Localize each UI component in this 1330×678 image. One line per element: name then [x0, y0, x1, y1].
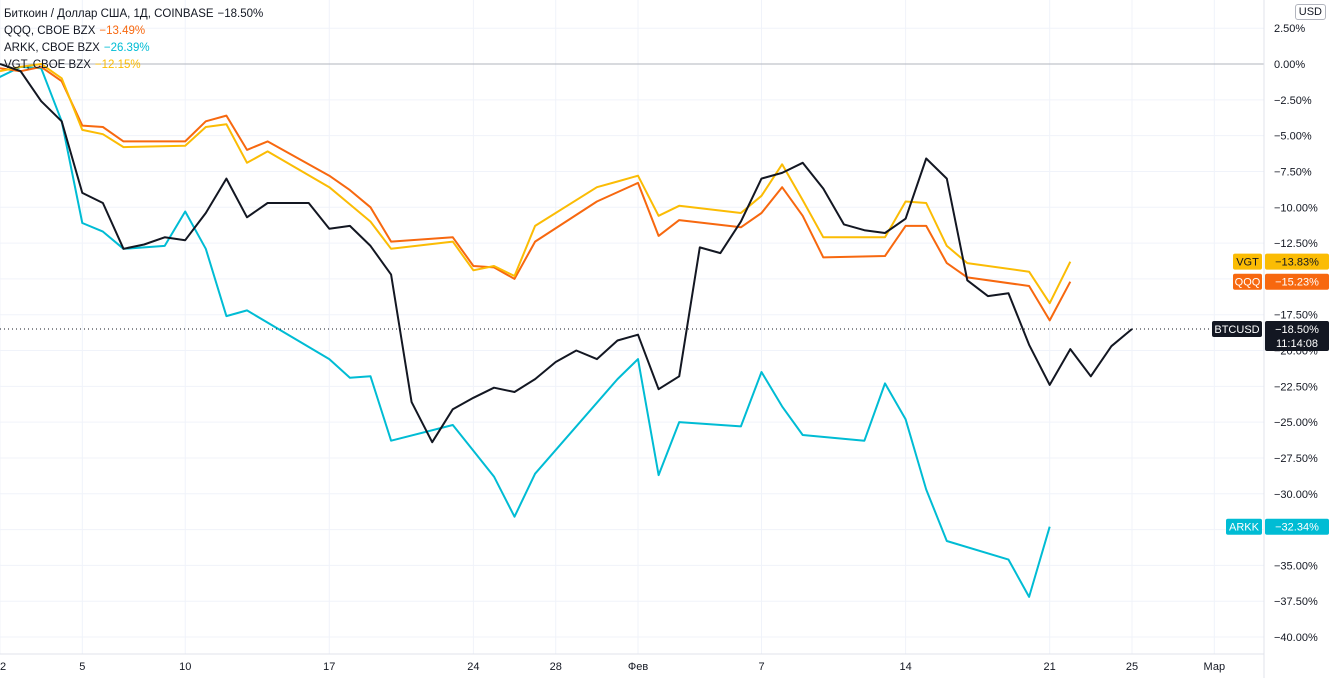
x-tick-label: 7: [758, 661, 764, 673]
series-line-qqq[interactable]: [0, 65, 1072, 322]
y-tick-label: −40.00%: [1274, 632, 1318, 644]
series-name-tag-text-vgt: VGT: [1236, 257, 1259, 269]
y-tick-label: −30.00%: [1274, 489, 1318, 501]
series-name-tag-btcusd[interactable]: [1212, 321, 1262, 338]
x-tick-label: 14: [899, 661, 911, 673]
legend-row-arkk[interactable]: ARKK, CBOE BZX −26.39%: [4, 40, 263, 57]
y-tick-label: −7.50%: [1274, 166, 1312, 178]
x-tick-label: Мар: [1204, 661, 1226, 673]
series-value-tag-arkk[interactable]: [1265, 518, 1329, 535]
x-tick-label: Фев: [628, 661, 648, 673]
y-tick-label: −35.00%: [1274, 560, 1318, 572]
x-tick-label: 22: [0, 661, 6, 673]
y-tick-label: −25.00%: [1274, 417, 1318, 429]
y-tick-label: 0.00%: [1274, 59, 1305, 71]
legend-symbol-qqq: QQQ, CBOE BZX: [4, 25, 96, 37]
series-value-tag-text-qqq: −15.23%: [1275, 277, 1319, 289]
legend-value-btc: −18.50%: [217, 8, 264, 20]
series-value-tag-btcusd[interactable]: [1265, 321, 1329, 352]
y-tick-label: −27.50%: [1274, 453, 1318, 465]
x-tick-label: 24: [467, 661, 479, 673]
x-tick-label: 28: [550, 661, 562, 673]
series-value-tag-qqq[interactable]: [1265, 273, 1329, 290]
y-tick-label: −12.50%: [1274, 238, 1318, 250]
series-name-tag-qqq[interactable]: [1233, 273, 1262, 290]
y-tick-label: 2.50%: [1274, 23, 1305, 35]
y-tick-label: −2.50%: [1274, 95, 1312, 107]
series-name-tag-vgt[interactable]: [1233, 253, 1262, 270]
legend-row-vgt[interactable]: VGT, CBOE BZX −12.15%: [4, 57, 263, 74]
series-name-tag-arkk[interactable]: [1226, 518, 1262, 535]
legend-value-qqq: −13.49%: [99, 25, 146, 37]
y-tick-label: −10.00%: [1274, 202, 1318, 214]
x-tick-label: 25: [1126, 661, 1138, 673]
series-countdown-text-btcusd: 11:14:08: [1276, 338, 1318, 350]
y-tick-label: −17.50%: [1274, 310, 1318, 322]
series-line-btcusd[interactable]: [0, 63, 1133, 444]
legend-row-btc[interactable]: Биткоин / Доллар США, 1Д, COINBASE −18.50…: [4, 6, 263, 23]
series-value-tag-text-vgt: −13.83%: [1275, 257, 1319, 269]
x-tick-label: 5: [79, 661, 85, 673]
y-tick-label: −5.00%: [1274, 131, 1312, 143]
legend-row-qqq[interactable]: QQQ, CBOE BZX −13.49%: [4, 23, 263, 40]
x-tick-label: 17: [323, 661, 335, 673]
legend-symbol-arkk: ARKK, CBOE BZX: [4, 42, 100, 54]
y-tick-label: −37.50%: [1274, 596, 1318, 608]
legend: Биткоин / Доллар США, 1Д, COINBASE −18.50…: [4, 6, 263, 74]
series-name-tag-text-btcusd: BTCUSD: [1214, 324, 1259, 336]
series-name-tag-text-arkk: ARKK: [1229, 522, 1260, 534]
x-tick-label: 10: [179, 661, 191, 673]
series-value-tag-vgt[interactable]: [1265, 253, 1329, 270]
legend-symbol-vgt: VGT, CBOE BZX: [4, 59, 91, 71]
series-name-tag-text-qqq: QQQ: [1235, 277, 1261, 289]
legend-value-vgt: −12.15%: [94, 59, 141, 71]
y-tick-label: −22.50%: [1274, 381, 1318, 393]
series-line-vgt[interactable]: [0, 63, 1072, 305]
legend-symbol-btc: Биткоин / Доллар США, 1Д, COINBASE: [4, 8, 214, 20]
currency-unit-badge[interactable]: USD: [1294, 4, 1326, 20]
legend-value-arkk: −26.39%: [103, 42, 150, 54]
series-value-tag-text-btcusd: −18.50%: [1275, 324, 1319, 336]
x-tick-label: 21: [1044, 661, 1056, 673]
series-value-tag-text-arkk: −32.34%: [1275, 522, 1319, 534]
